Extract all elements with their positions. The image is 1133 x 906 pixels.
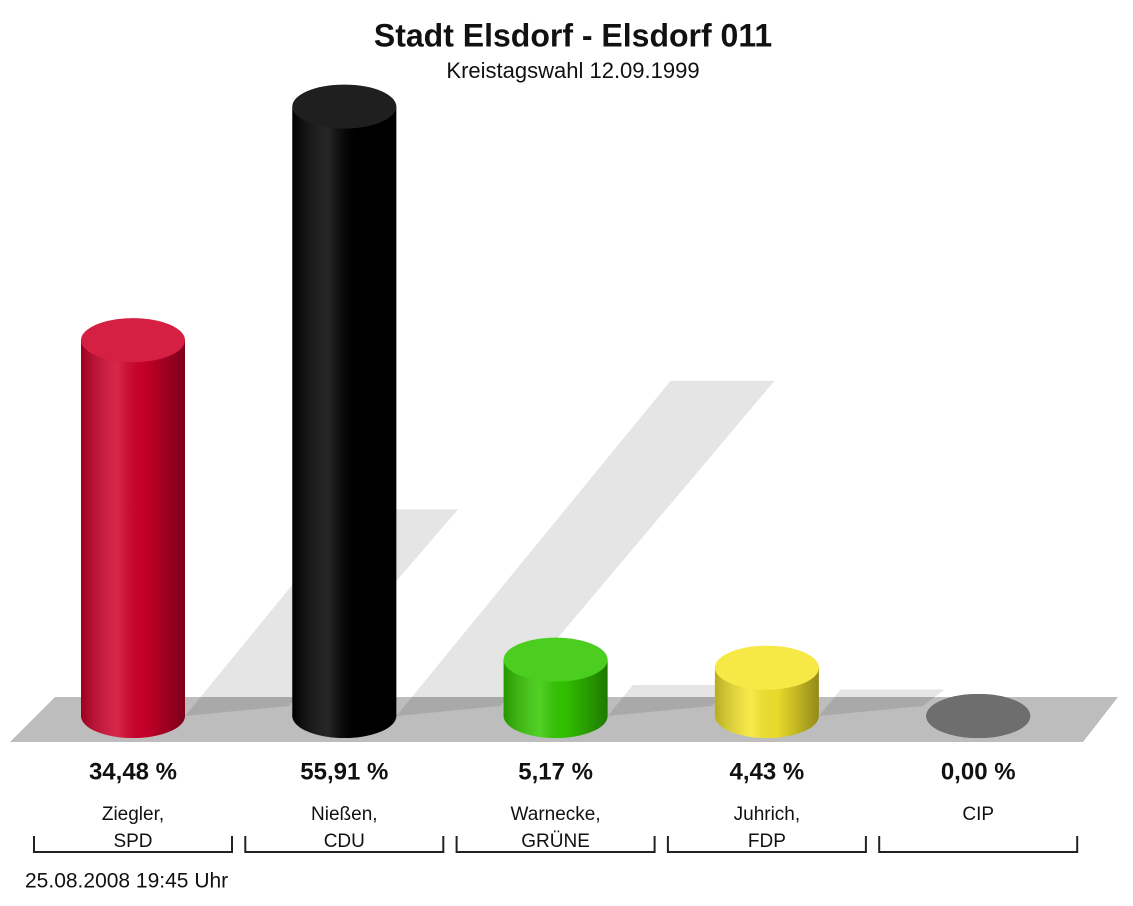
- bar-top-light: [926, 694, 1031, 738]
- bar-top-light: [81, 318, 185, 363]
- bar-top: [292, 84, 397, 129]
- value-label: 34,48 %: [89, 758, 177, 785]
- category-bracket: [666, 836, 867, 853]
- bar-top-light: [292, 84, 397, 129]
- category-label: Nießen,: [311, 804, 378, 825]
- category-bracket: [244, 836, 445, 853]
- bar-shadow: [818, 689, 945, 716]
- bar-top: [503, 637, 608, 682]
- category-label: Warnecke,: [511, 804, 601, 825]
- category-label: CIP: [962, 804, 994, 825]
- value-label: 0,00 %: [941, 758, 1016, 785]
- bar-shadow: [396, 380, 775, 716]
- bar-body-shade: [81, 340, 185, 716]
- category-bracket: [33, 836, 233, 853]
- category-bracket: [878, 836, 1079, 853]
- bar-body-shade: [292, 106, 397, 717]
- category-label: Juhrich,: [734, 804, 801, 825]
- bar-top: [81, 318, 185, 363]
- category-bracket: [455, 836, 656, 853]
- value-label: 4,43 %: [730, 758, 805, 785]
- bar-top: [926, 694, 1031, 738]
- category-label: CDU: [324, 831, 365, 852]
- category-label: Ziegler,: [102, 804, 164, 825]
- value-label: 5,17 %: [518, 758, 593, 785]
- bar-shadow: [607, 685, 737, 716]
- footer: 25.08.2008 19:45 Uhr: [25, 870, 228, 893]
- category-label: SPD: [113, 831, 152, 852]
- value-label: 55,91 %: [300, 758, 388, 785]
- bar-top-light: [503, 637, 608, 682]
- chart-subtitle: Kreistagswahl 12.09.1999: [446, 58, 699, 83]
- bar-top-light: [714, 645, 819, 690]
- bar-top: [714, 645, 819, 690]
- category-label: GRÜNE: [521, 831, 590, 852]
- category-label: FDP: [748, 831, 786, 852]
- chart-title: Stadt Elsdorf - Elsdorf 011: [374, 17, 772, 53]
